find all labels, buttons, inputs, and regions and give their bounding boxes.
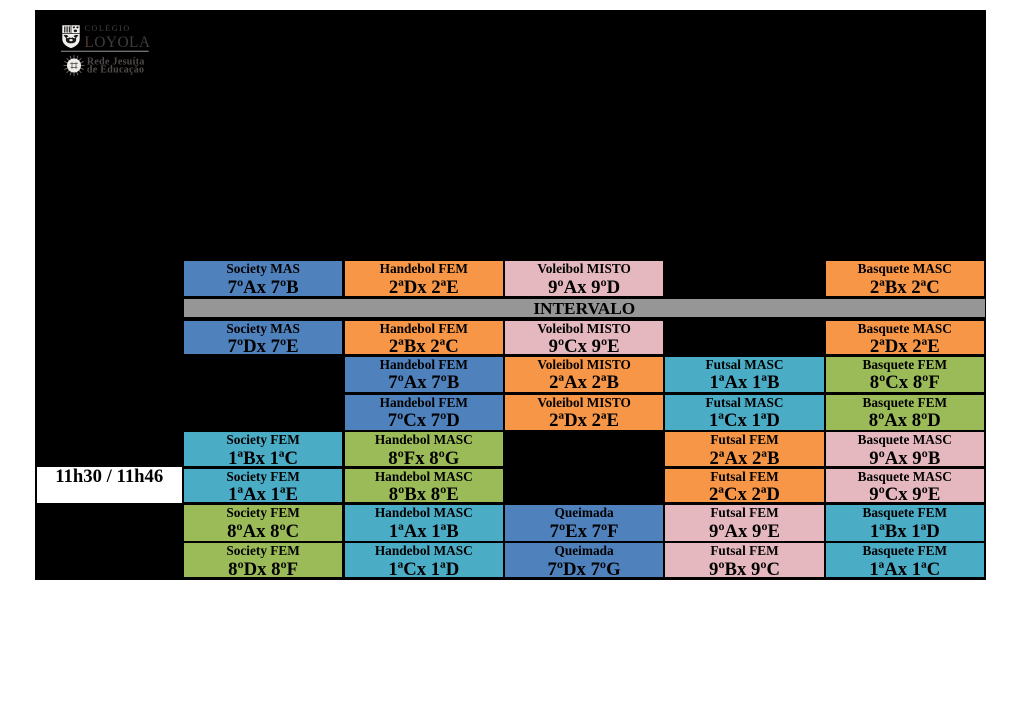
svg-text:COLÉGIO: COLÉGIO [85, 23, 131, 33]
svg-text:LOYOLA: LOYOLA [84, 34, 151, 51]
svg-text:de Educação: de Educação [87, 65, 144, 76]
svg-text:Rede Jesuíta: Rede Jesuíta [87, 56, 145, 67]
